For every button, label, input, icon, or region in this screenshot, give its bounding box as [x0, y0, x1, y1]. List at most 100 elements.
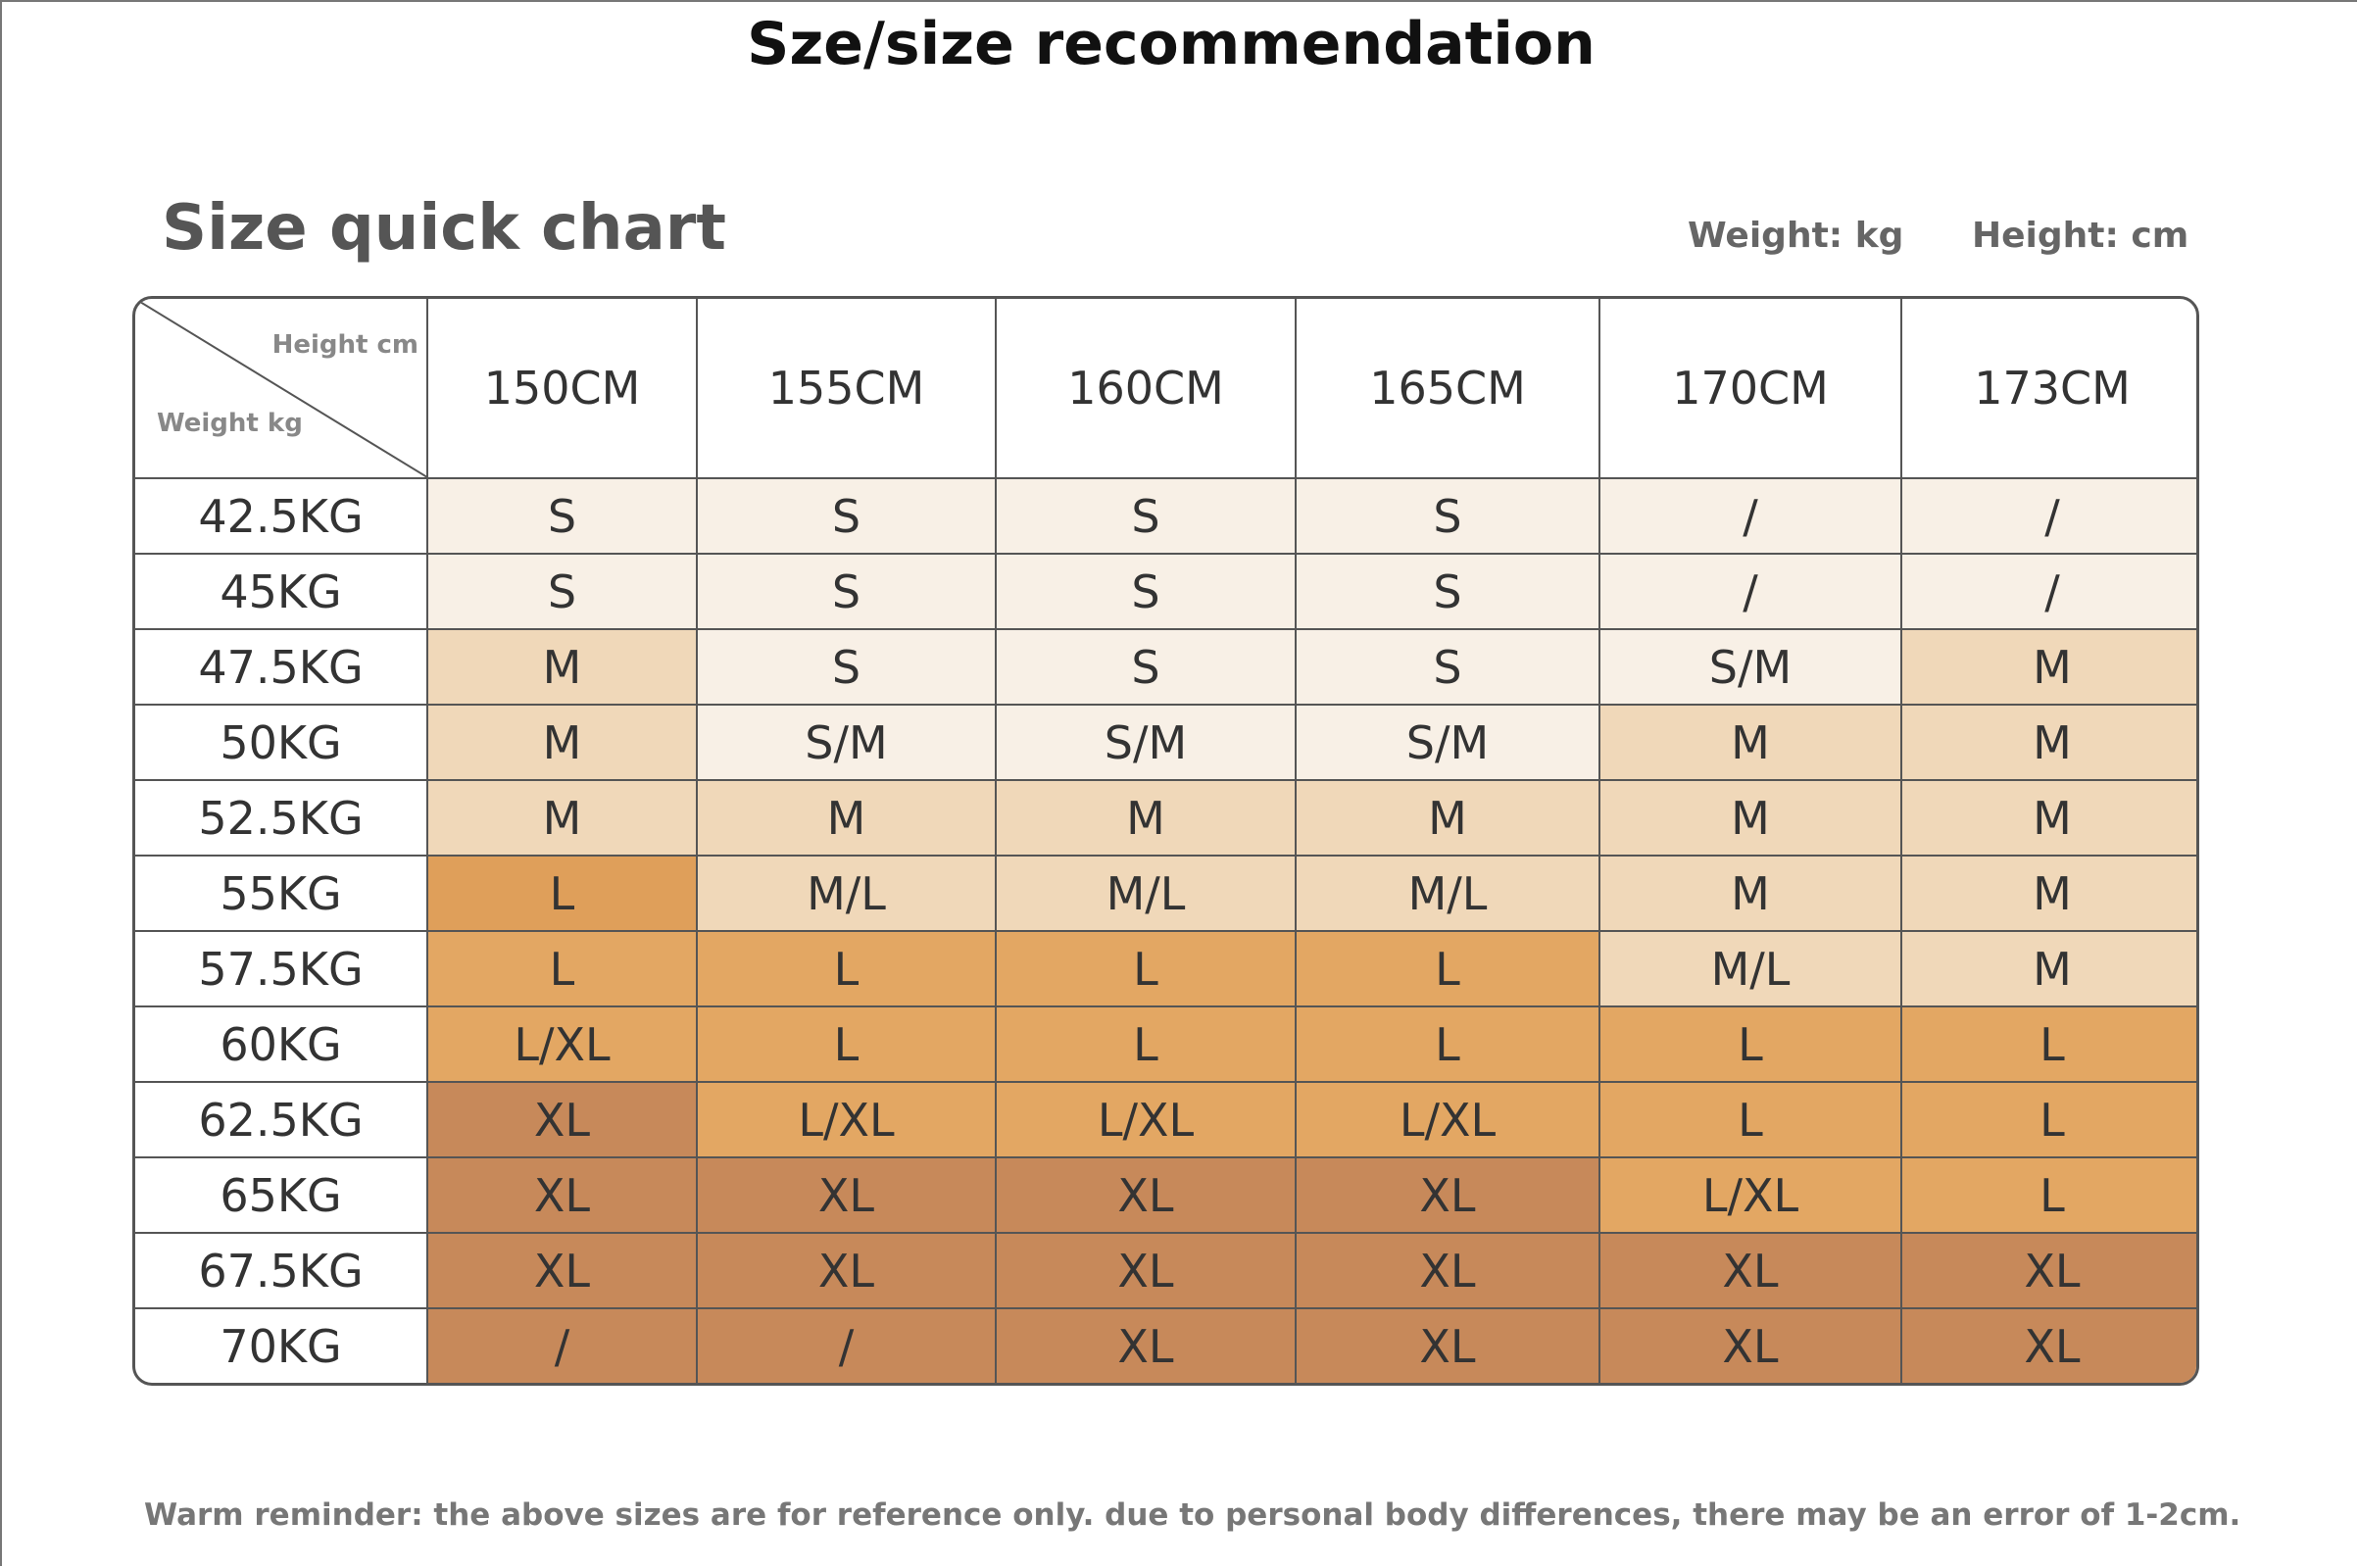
- table-row: 70KG / / XL XL XL XL: [135, 1307, 2196, 1383]
- size-cell: L: [995, 1005, 1297, 1083]
- size-cell: M: [1900, 628, 2196, 706]
- row-header: 52.5KG: [135, 779, 428, 857]
- corner-cell: Height cm Weight kg: [135, 299, 428, 479]
- size-cell: L/XL: [1295, 1081, 1600, 1158]
- size-cell: S: [426, 553, 698, 630]
- size-cell: L/XL: [995, 1081, 1297, 1158]
- size-cell: L: [426, 855, 698, 932]
- row-header: 57.5KG: [135, 930, 428, 1007]
- size-cell: M: [696, 779, 997, 857]
- size-cell: S: [995, 628, 1297, 706]
- size-cell: M: [1900, 704, 2196, 781]
- size-cell: M: [1295, 779, 1600, 857]
- size-cell: L: [426, 930, 698, 1007]
- size-cell: XL: [1295, 1307, 1600, 1383]
- size-cell: /: [1900, 477, 2196, 555]
- corner-height: Height cm: [271, 330, 418, 360]
- header-row: Height cm Weight kg 150CM 155CM 160CM 165CM…: [135, 299, 2196, 479]
- column-header: 150CM: [426, 299, 698, 479]
- size-cell: S/M: [1295, 704, 1600, 781]
- size-cell: /: [1598, 477, 1902, 555]
- corner-diagonal: [135, 299, 427, 477]
- size-cell: M: [426, 628, 698, 706]
- chart-title: Size quick chart: [162, 192, 726, 265]
- size-cell: L: [1295, 1005, 1600, 1083]
- size-cell: XL: [1900, 1232, 2196, 1309]
- size-cell: L: [1900, 1156, 2196, 1234]
- table-row: 62.5KG XL L/XL L/XL L/XL L L: [135, 1081, 2196, 1158]
- size-cell: XL: [1295, 1156, 1600, 1234]
- size-cell: S: [995, 553, 1297, 630]
- size-cell: M: [426, 704, 698, 781]
- table-row: 50KG M S/M S/M S/M M M: [135, 704, 2196, 781]
- size-cell: S/M: [995, 704, 1297, 781]
- size-cell: S: [995, 477, 1297, 555]
- footnote: Warm reminder: the above sizes are for r…: [144, 1497, 2241, 1533]
- size-cell: M/L: [1598, 930, 1902, 1007]
- size-cell: /: [426, 1307, 698, 1383]
- size-cell: M: [1900, 930, 2196, 1007]
- size-cell: M: [1598, 704, 1902, 781]
- page-title: Sze/size recommendation: [747, 10, 1596, 78]
- size-cell: M: [1900, 779, 2196, 857]
- size-cell: L/XL: [1598, 1156, 1902, 1234]
- size-cell: M/L: [696, 855, 997, 932]
- size-cell: S: [696, 553, 997, 630]
- row-header: 67.5KG: [135, 1232, 428, 1309]
- size-cell: /: [1598, 553, 1902, 630]
- size-cell: XL: [1295, 1232, 1600, 1309]
- size-table-frame: Height cm Weight kg 150CM 155CM 160CM 165CM…: [132, 296, 2199, 1386]
- size-cell: XL: [426, 1156, 698, 1234]
- row-header: 55KG: [135, 855, 428, 932]
- size-cell: M: [1598, 855, 1902, 932]
- size-cell: L/XL: [696, 1081, 997, 1158]
- row-header: 62.5KG: [135, 1081, 428, 1158]
- size-cell: L: [995, 930, 1297, 1007]
- size-cell: S: [1295, 553, 1600, 630]
- size-cell: M/L: [1295, 855, 1600, 932]
- row-header: 60KG: [135, 1005, 428, 1083]
- size-cell: L: [1598, 1081, 1902, 1158]
- row-header: 50KG: [135, 704, 428, 781]
- row-header: 45KG: [135, 553, 428, 630]
- column-header: 165CM: [1295, 299, 1600, 479]
- size-cell: XL: [426, 1081, 698, 1158]
- size-cell: XL: [995, 1232, 1297, 1309]
- size-cell: XL: [1900, 1307, 2196, 1383]
- size-cell: /: [1900, 553, 2196, 630]
- size-cell: L: [696, 930, 997, 1007]
- size-cell: S/M: [696, 704, 997, 781]
- row-header: 42.5KG: [135, 477, 428, 555]
- size-cell: S/M: [1598, 628, 1902, 706]
- column-header: 170CM: [1598, 299, 1902, 479]
- column-header: 173CM: [1900, 299, 2196, 479]
- table-row: 60KG L/XL L L L L L: [135, 1005, 2196, 1083]
- table-row: 57.5KG L L L L M/L M: [135, 930, 2196, 1007]
- height-unit: Height: cm: [1972, 216, 2189, 256]
- table-row: 65KG XL XL XL XL L/XL L: [135, 1156, 2196, 1234]
- size-cell: S: [1295, 477, 1600, 555]
- table-body: Height cm Weight kg 150CM 155CM 160CM 165CM…: [135, 299, 2196, 1383]
- weight-unit: Weight: kg: [1688, 216, 1904, 256]
- size-cell: L: [1598, 1005, 1902, 1083]
- size-cell: M: [995, 779, 1297, 857]
- size-cell: S: [696, 628, 997, 706]
- size-table: Height cm Weight kg 150CM 155CM 160CM 165CM…: [135, 299, 2196, 1383]
- table-row: 52.5KG M M M M M M: [135, 779, 2196, 857]
- size-cell: L: [696, 1005, 997, 1083]
- corner-weight: Weight kg: [157, 409, 303, 438]
- size-cell: L: [1900, 1081, 2196, 1158]
- size-cell: S: [696, 477, 997, 555]
- size-cell: L: [1900, 1005, 2196, 1083]
- size-cell: XL: [426, 1232, 698, 1309]
- size-cell: XL: [995, 1307, 1297, 1383]
- size-cell: M: [1900, 855, 2196, 932]
- size-cell: S: [426, 477, 698, 555]
- row-header: 65KG: [135, 1156, 428, 1234]
- table-row: 45KG S S S S / /: [135, 553, 2196, 630]
- row-header: 70KG: [135, 1307, 428, 1383]
- size-cell: M: [1598, 779, 1902, 857]
- size-cell: XL: [696, 1156, 997, 1234]
- size-cell: XL: [696, 1232, 997, 1309]
